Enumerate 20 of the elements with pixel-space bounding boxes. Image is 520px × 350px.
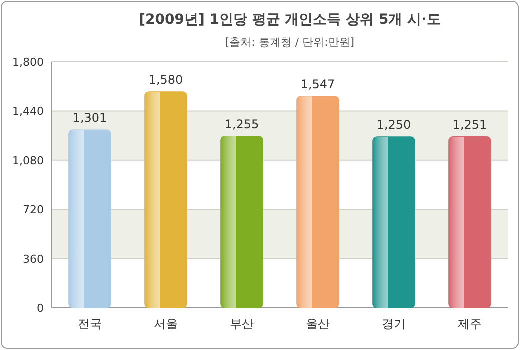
data-label: 1,580 [148,73,184,88]
y-tick-label: 0 [37,302,44,315]
y-tick-label: 720 [23,204,44,217]
x-tick-label: 부산 [230,317,254,331]
data-label: 1,255 [224,117,260,132]
y-tick-label: 1,800 [12,56,44,69]
y-tick-label: 360 [23,252,44,266]
x-tick-label: 경기 [382,317,406,331]
data-label: 1,251 [452,118,488,132]
x-tick-label: 울산 [306,317,330,331]
x-tick-label: 제주 [458,317,482,331]
data-label: 1,301 [72,111,108,126]
chart-title: [2009년] 1인당 평균 개인소득 상위 5개 시·도 [139,12,441,28]
x-tick-label: 전국 [78,317,102,331]
x-tick-label: 서울 [154,317,178,331]
y-tick-label: 1,440 [12,105,44,118]
data-label: 1,547 [300,78,336,92]
y-tick-label: 1,080 [12,154,44,168]
data-label: 1,250 [376,118,412,132]
chart-subtitle: [출처: 통계청 / 단위:만원] [225,36,355,49]
